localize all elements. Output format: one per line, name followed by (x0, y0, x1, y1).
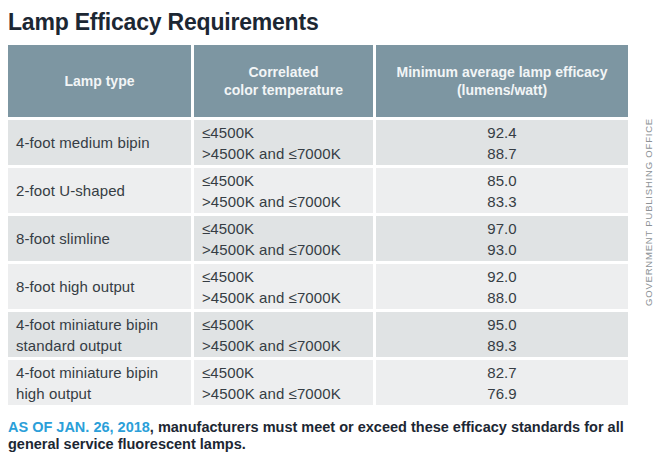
lamp-type-cell: 2-foot U-shaped (8, 168, 191, 213)
cct-line: ≤4500K (202, 218, 373, 239)
cct-line: ≤4500K (202, 122, 373, 143)
efficacy-value: 93.0 (376, 239, 628, 260)
efficacy-cell: 92.0 88.0 (376, 264, 628, 309)
cct-cell: ≤4500K >4500K and ≤7000K (194, 120, 373, 165)
cct-cell: ≤4500K >4500K and ≤7000K (194, 168, 373, 213)
header-line: color temperature (224, 81, 343, 99)
publisher-credit: GOVERNMENT PUBLISHING OFFICE (643, 44, 654, 306)
efficacy-value: 92.4 (376, 122, 628, 143)
cct-line: >4500K and ≤7000K (202, 383, 373, 404)
header-lamp-type: Lamp type (8, 45, 191, 117)
header-line: Correlated (248, 63, 318, 81)
efficacy-value: 85.0 (376, 170, 628, 191)
efficacy-value: 76.9 (376, 383, 628, 404)
cct-line: ≤4500K (202, 170, 373, 191)
header-color-temperature: Correlated color temperature (194, 45, 373, 117)
header-min-efficacy: Minimum average lamp efficacy (lumens/wa… (376, 45, 628, 117)
infographic-page: Lamp Efficacy Requirements Lamp type Cor… (0, 0, 657, 459)
efficacy-value: 89.3 (376, 335, 628, 356)
cct-cell: ≤4500K >4500K and ≤7000K (194, 312, 373, 357)
cct-cell: ≤4500K >4500K and ≤7000K (194, 216, 373, 261)
efficacy-cell: 85.0 83.3 (376, 168, 628, 213)
header-line: Minimum average lamp efficacy (397, 63, 608, 81)
efficacy-cell: 95.0 89.3 (376, 312, 628, 357)
efficacy-cell: 92.4 88.7 (376, 120, 628, 165)
header-line: Lamp type (64, 72, 134, 90)
cct-line: ≤4500K (202, 266, 373, 287)
cct-line: >4500K and ≤7000K (202, 287, 373, 308)
efficacy-value: 97.0 (376, 218, 628, 239)
efficacy-value: 82.7 (376, 362, 628, 383)
efficacy-value: 92.0 (376, 266, 628, 287)
footnote-date-highlight: AS OF JAN. 26, 2018 (8, 419, 150, 435)
efficacy-value: 83.3 (376, 191, 628, 212)
lamp-type-cell: 8-foot slimline (8, 216, 191, 261)
cct-line: >4500K and ≤7000K (202, 335, 373, 356)
efficacy-value: 88.0 (376, 287, 628, 308)
efficacy-value: 95.0 (376, 314, 628, 335)
lamp-type-cell: 8-foot high output (8, 264, 191, 309)
header-line: (lumens/watt) (457, 81, 547, 99)
cct-line: >4500K and ≤7000K (202, 143, 373, 164)
efficacy-value: 88.7 (376, 143, 628, 164)
lamp-type-cell: 4-foot medium bipin (8, 120, 191, 165)
cct-cell: ≤4500K >4500K and ≤7000K (194, 360, 373, 405)
page-title: Lamp Efficacy Requirements (8, 9, 319, 36)
cct-line: ≤4500K (202, 314, 373, 335)
lamp-type-cell: 4-foot miniature bipin high output (8, 360, 191, 405)
efficacy-cell: 82.7 76.9 (376, 360, 628, 405)
cct-line: ≤4500K (202, 362, 373, 383)
lamp-type-cell: 4-foot miniature bipin standard output (8, 312, 191, 357)
cct-line: >4500K and ≤7000K (202, 239, 373, 260)
cct-cell: ≤4500K >4500K and ≤7000K (194, 264, 373, 309)
footnote: AS OF JAN. 26, 2018, manufacturers must … (8, 419, 653, 453)
cct-line: >4500K and ≤7000K (202, 191, 373, 212)
efficacy-table: Lamp type Correlated color temperature M… (8, 45, 628, 405)
efficacy-cell: 97.0 93.0 (376, 216, 628, 261)
